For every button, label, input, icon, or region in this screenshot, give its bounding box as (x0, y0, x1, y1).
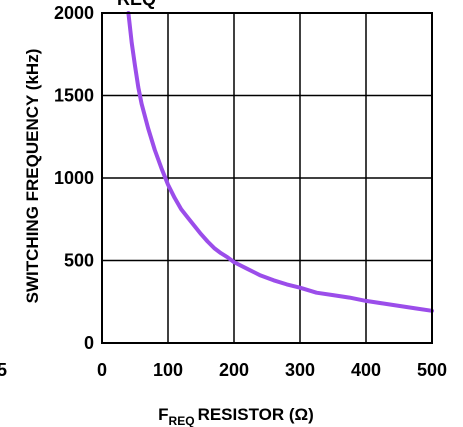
clipped-left-tick: 5 (0, 360, 7, 380)
plot-frame (101, 12, 433, 344)
x-tick-label-500: 500 (417, 360, 447, 380)
y-tick-labels: 0 500 1000 1500 2000 (54, 3, 94, 353)
x-axis-title-main: RESISTOR (Ω) (198, 405, 314, 424)
series-layer (126, 11, 434, 313)
x-tick-label-0: 0 (97, 360, 107, 380)
x-tick-label-200: 200 (219, 360, 249, 380)
y-tick-label-2000: 2000 (54, 3, 94, 23)
y-tick-label-500: 500 (64, 251, 94, 271)
title-fragment: REQ (117, 0, 156, 9)
x-tick-label-400: 400 (351, 360, 381, 380)
x-axis-title-prefix: F (158, 405, 168, 424)
y-axis-title: SWITCHING FREQUENCY (kHz) (23, 49, 42, 304)
x-axis-title: FREQ RESISTOR (Ω) (158, 405, 314, 427)
x-tick-label-300: 300 (285, 360, 315, 380)
x-axis-title-subscript: REQ (169, 414, 195, 427)
x-tick-labels: 0 100 200 300 400 500 (97, 360, 447, 380)
y-tick-label-0: 0 (84, 333, 94, 353)
y-tick-label-1500: 1500 (54, 86, 94, 106)
series-line-0 (126, 11, 434, 313)
y-tick-label-1000: 1000 (54, 168, 94, 188)
x-tick-label-100: 100 (153, 360, 183, 380)
grid (101, 12, 433, 344)
